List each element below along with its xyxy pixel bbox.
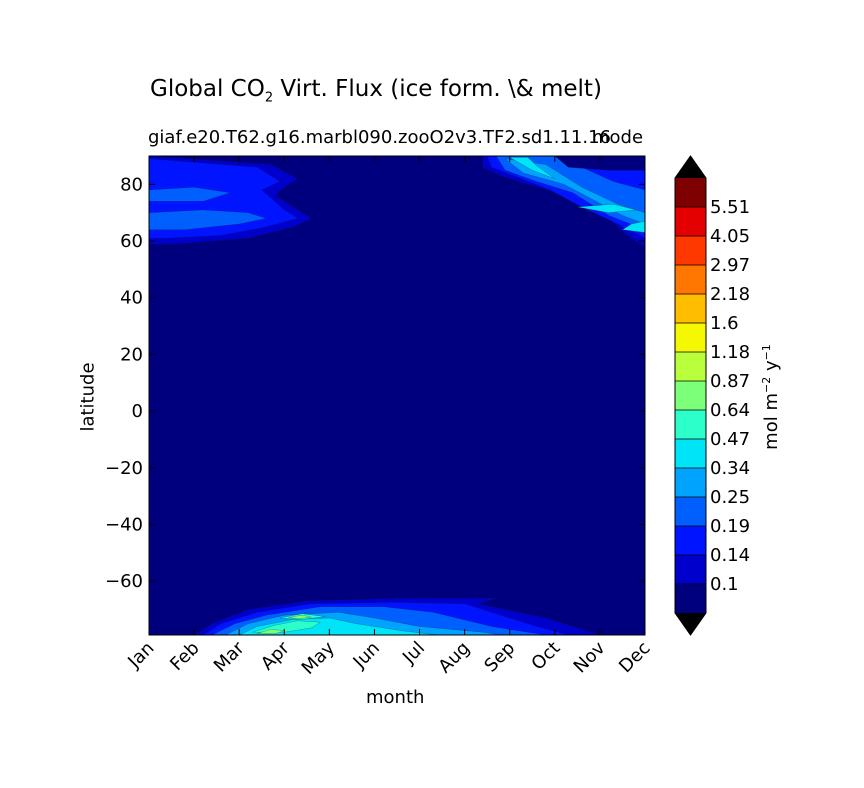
- colorbar-segment: [675, 526, 706, 556]
- colorbar-segment: [675, 294, 706, 324]
- contour-arctic-winter-l3: [149, 209, 267, 230]
- chart-subtitle-mode: mode: [592, 127, 644, 148]
- x-tick-label: Dec: [615, 638, 654, 677]
- contour-arctic-autumn-l0: [554, 156, 645, 171]
- y-tick-label: 0: [132, 401, 143, 422]
- chart-title: Global CO2 Virt. Flux (ice form. \& melt…: [150, 76, 602, 106]
- colorbar-segment: [675, 178, 706, 208]
- colorbar-outline: [674, 155, 707, 636]
- colorbar-segment: [675, 323, 706, 353]
- colorbar-extend-low: [675, 613, 706, 635]
- x-tick-label: May: [298, 637, 339, 678]
- colorbar-tick-label: 4.05: [710, 226, 750, 247]
- y-tick-label: −20: [105, 458, 143, 479]
- colorbar-segment: [675, 265, 706, 295]
- contour-arctic-winter-l3b: [149, 186, 231, 202]
- y-tick-label: 40: [120, 288, 143, 309]
- y-tick-label: 60: [120, 231, 143, 252]
- colorbar-tick-label: 1.18: [710, 342, 750, 363]
- colorbar-tick-label: 0.47: [710, 429, 750, 450]
- colorbar-segment: [675, 207, 706, 237]
- x-tick-label: Aug: [434, 638, 474, 678]
- x-tick-label: Mar: [210, 637, 249, 676]
- y-axis-ticks: 80 60 40 20 0 −20 −40 −60: [105, 174, 645, 592]
- colorbar-segment: [675, 468, 706, 498]
- x-tick-label: Feb: [166, 638, 203, 675]
- contour-fills: [149, 156, 645, 635]
- x-tick-label: Oct: [527, 638, 564, 675]
- colorbar-tick-label: 0.64: [710, 400, 750, 421]
- colorbar-segment: [675, 555, 706, 585]
- contour-arctic-autumn-l5c: [621, 220, 645, 233]
- colorbar-segment: [675, 410, 706, 440]
- y-tick-label: 80: [120, 174, 143, 195]
- x-tick-label: Jan: [123, 638, 158, 673]
- colorbar-tick-label: 0.19: [710, 516, 750, 537]
- colorbar-tick-label: 2.97: [710, 255, 750, 276]
- plot-frame: [148, 155, 646, 636]
- colorbar-tick-label: 0.14: [710, 545, 750, 566]
- colorbar-tick-label: 2.18: [710, 284, 750, 305]
- contour-antarctic-l7b: [288, 614, 312, 619]
- colorbar-segment: [675, 352, 706, 382]
- colorbar-segment: [675, 439, 706, 469]
- colorbar-extend-high: [675, 156, 706, 178]
- colorbar-tick-label: 0.87: [710, 371, 750, 392]
- chart-subtitle-case: giaf.e20.T62.g16.marbl090.zooO2v3.TF2.sd…: [148, 127, 611, 148]
- x-tick-label: Jul: [398, 638, 429, 669]
- colorbar-tick-label: 0.25: [710, 487, 750, 508]
- x-tick-label: Jun: [349, 638, 384, 673]
- x-tick-label: Apr: [257, 637, 294, 674]
- contour-arctic-autumn-l5b: [577, 203, 637, 213]
- y-tick-label: 20: [120, 344, 143, 365]
- x-tick-label: Nov: [570, 637, 610, 677]
- x-axis-label: month: [366, 687, 425, 708]
- colorbar-label: mol m−2 y−1: [760, 344, 782, 450]
- colorbar-tick-label: 0.34: [710, 458, 750, 479]
- colorbar-segment: [675, 236, 706, 266]
- colorbar-segment: [675, 584, 706, 614]
- y-axis-label: latitude: [77, 362, 99, 432]
- colorbar-tick-label: 5.51: [710, 197, 750, 218]
- contour-arctic-autumn-l5: [508, 157, 555, 179]
- colorbar: 0.1 0.14 0.19 0.25 0.34 0.47 0.64 0.87 1.18 1.6 2.…: [674, 155, 750, 636]
- y-tick-label: −40: [105, 514, 143, 535]
- colorbar-tick-label: 0.1: [710, 574, 739, 595]
- colorbar-segment: [675, 497, 706, 527]
- colorbar-tick-label: 1.6: [710, 313, 739, 334]
- y-tick-label: −60: [105, 571, 143, 592]
- colorbar-segment: [675, 381, 706, 411]
- x-tick-label: Sep: [480, 638, 519, 677]
